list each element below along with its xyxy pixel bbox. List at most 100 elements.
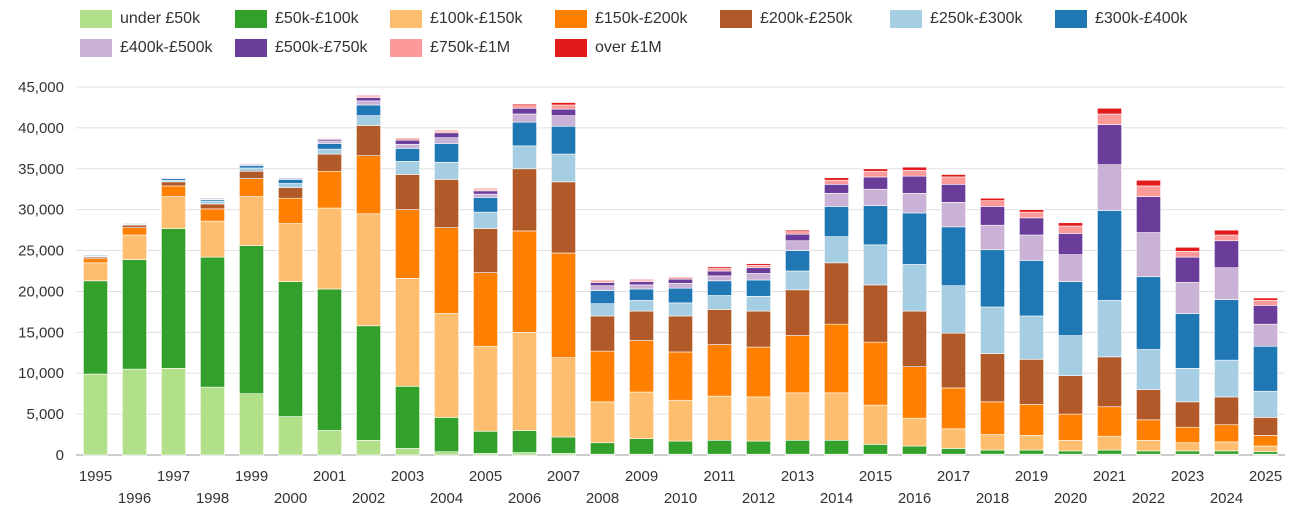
- bar-segment[interactable]: [551, 125, 576, 155]
- legend-item[interactable]: £150k-£200k: [555, 8, 688, 30]
- bar-segment[interactable]: [395, 209, 420, 279]
- bar-segment[interactable]: [629, 391, 654, 439]
- bar-segment[interactable]: [902, 193, 927, 214]
- bar-segment[interactable]: [239, 393, 264, 456]
- bar-segment[interactable]: [1214, 450, 1239, 455]
- bar-segment[interactable]: [161, 185, 186, 197]
- bar-segment[interactable]: [1019, 403, 1044, 436]
- bar-segment[interactable]: [278, 177, 303, 179]
- bar-segment[interactable]: [473, 211, 498, 229]
- bar-segment[interactable]: [473, 188, 498, 190]
- bar-segment[interactable]: [1019, 260, 1044, 317]
- bar-segment[interactable]: [590, 315, 615, 352]
- bar-segment[interactable]: [551, 357, 576, 438]
- bar-segment[interactable]: [317, 148, 342, 155]
- bar-segment[interactable]: [863, 176, 888, 190]
- bar-segment[interactable]: [278, 416, 303, 456]
- bar-segment[interactable]: [824, 262, 849, 325]
- bar-segment[interactable]: [356, 97, 381, 102]
- bar-segment[interactable]: [1253, 300, 1278, 306]
- bar-segment[interactable]: [590, 442, 615, 455]
- bar-segment[interactable]: [863, 404, 888, 445]
- bar-segment[interactable]: [1136, 232, 1161, 278]
- bar-segment[interactable]: [746, 310, 771, 348]
- bar-segment[interactable]: [1058, 450, 1083, 455]
- bar-segment[interactable]: [902, 175, 927, 194]
- bar-segment[interactable]: [317, 153, 342, 172]
- bar-segment[interactable]: [1097, 356, 1122, 408]
- bar-segment[interactable]: [1058, 222, 1083, 227]
- bar-segment[interactable]: [317, 143, 342, 150]
- bar-segment[interactable]: [1136, 389, 1161, 421]
- bar-segment[interactable]: [1058, 233, 1083, 255]
- bar-segment[interactable]: [122, 368, 147, 456]
- bar-segment[interactable]: [161, 228, 186, 369]
- bar-segment[interactable]: [122, 224, 147, 228]
- bar-segment[interactable]: [1175, 442, 1200, 452]
- bar-segment[interactable]: [512, 430, 537, 453]
- bar-segment[interactable]: [434, 130, 459, 132]
- bar-segment[interactable]: [980, 200, 1005, 207]
- bar-segment[interactable]: [395, 448, 420, 456]
- bar-segment[interactable]: [356, 155, 381, 215]
- bar-segment[interactable]: [356, 104, 381, 116]
- legend-item[interactable]: £300k-£400k: [1055, 8, 1188, 30]
- bar-segment[interactable]: [551, 104, 576, 110]
- bar-segment[interactable]: [746, 279, 771, 297]
- bar-segment[interactable]: [473, 228, 498, 273]
- bar-segment[interactable]: [941, 285, 966, 334]
- bar-segment[interactable]: [200, 208, 225, 222]
- bar-segment[interactable]: [395, 161, 420, 175]
- legend-item[interactable]: £50k-£100k: [235, 8, 359, 30]
- bar-segment[interactable]: [1097, 210, 1122, 301]
- bar-segment[interactable]: [941, 176, 966, 185]
- bar-segment[interactable]: [512, 107, 537, 115]
- bar-segment[interactable]: [200, 203, 225, 210]
- bar-segment[interactable]: [1058, 281, 1083, 336]
- bar-segment[interactable]: [83, 262, 108, 282]
- bar-segment[interactable]: [395, 278, 420, 387]
- bar-segment[interactable]: [902, 310, 927, 367]
- bar-segment[interactable]: [941, 387, 966, 430]
- bar-segment[interactable]: [785, 335, 810, 394]
- bar-segment[interactable]: [824, 177, 849, 181]
- bar-segment[interactable]: [863, 444, 888, 455]
- bar-segment[interactable]: [1136, 419, 1161, 441]
- bar-segment[interactable]: [512, 145, 537, 170]
- bar-segment[interactable]: [1136, 185, 1161, 197]
- bar-segment[interactable]: [356, 325, 381, 441]
- bar-segment[interactable]: [668, 315, 693, 353]
- bar-segment[interactable]: [1097, 113, 1122, 125]
- bar-segment[interactable]: [980, 449, 1005, 455]
- bar-segment[interactable]: [434, 179, 459, 228]
- bar-segment[interactable]: [239, 170, 264, 179]
- bar-segment[interactable]: [1097, 164, 1122, 211]
- bar-segment[interactable]: [1136, 196, 1161, 233]
- bar-segment[interactable]: [1019, 315, 1044, 360]
- bar-segment[interactable]: [785, 439, 810, 455]
- bar-segment[interactable]: [1136, 179, 1161, 187]
- bar-segment[interactable]: [824, 236, 849, 264]
- bar-segment[interactable]: [1214, 229, 1239, 236]
- bar-segment[interactable]: [1019, 234, 1044, 261]
- bar-segment[interactable]: [1253, 345, 1278, 392]
- bar-segment[interactable]: [317, 140, 342, 144]
- bar-segment[interactable]: [824, 193, 849, 207]
- bar-segment[interactable]: [785, 270, 810, 291]
- bar-segment[interactable]: [707, 309, 732, 345]
- bar-segment[interactable]: [317, 288, 342, 431]
- bar-segment[interactable]: [1097, 406, 1122, 437]
- bar-segment[interactable]: [434, 161, 459, 180]
- bar-segment[interactable]: [707, 280, 732, 296]
- bar-segment[interactable]: [83, 373, 108, 456]
- bar-segment[interactable]: [356, 94, 381, 97]
- bar-segment[interactable]: [512, 105, 537, 109]
- bar-segment[interactable]: [1214, 441, 1239, 452]
- bar-segment[interactable]: [161, 196, 186, 229]
- bar-segment[interactable]: [629, 281, 654, 286]
- bar-segment[interactable]: [239, 167, 264, 172]
- bar-segment[interactable]: [512, 121, 537, 147]
- bar-segment[interactable]: [1253, 305, 1278, 325]
- bar-segment[interactable]: [785, 229, 810, 233]
- bar-segment[interactable]: [590, 303, 615, 317]
